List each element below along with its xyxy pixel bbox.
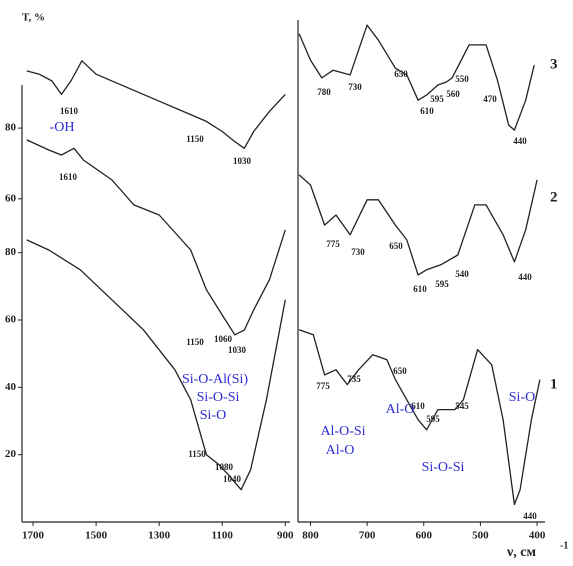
band-assignment: Al-O	[386, 402, 415, 417]
spectrum-line	[26, 139, 286, 336]
x-tick-label: 500	[472, 530, 489, 542]
y-tick-label: 60	[5, 192, 17, 204]
x-tick-label: 400	[529, 530, 546, 542]
peak-label: 595	[430, 94, 444, 104]
y-tick-label: 20	[5, 448, 17, 460]
peak-label: 540	[455, 269, 469, 279]
peak-label: 470	[483, 94, 497, 104]
x-axis-label: ν, см	[506, 545, 536, 560]
peak-label: 1080	[215, 462, 234, 472]
band-assignment: Si-O-Si	[197, 390, 240, 405]
y-tick-label: 40	[5, 381, 17, 393]
x-tick-label: 800	[302, 530, 319, 542]
peak-label: 550	[455, 74, 469, 84]
peak-label: 595	[435, 279, 449, 289]
peak-label: 1150	[188, 449, 206, 459]
peak-label: 595	[426, 414, 440, 424]
spectrum-line	[298, 24, 535, 131]
peak-label: 545	[455, 401, 469, 411]
peak-label: 775	[316, 381, 330, 391]
x-tick-label: 600	[416, 530, 433, 542]
peak-label: 1610	[59, 172, 78, 182]
peak-label: 650	[389, 241, 403, 251]
spectrum-line	[26, 60, 286, 149]
band-assignment: -OH	[50, 120, 75, 135]
x-tick-label: 1100	[212, 530, 234, 542]
series-label: 3	[550, 56, 558, 72]
x-tick-label: 700	[359, 530, 376, 542]
band-assignment: Si-O-Si	[422, 460, 465, 475]
y-tick-label: 80	[5, 246, 17, 258]
peak-label: 730	[348, 82, 362, 92]
band-assignment: Si-O	[509, 390, 535, 405]
spectrum-line	[298, 174, 538, 276]
peak-label: 610	[411, 401, 425, 411]
band-assignment: Si-O-Al(Si)	[182, 372, 248, 387]
band-assignment: Al-O-Si	[320, 424, 365, 439]
series-label: 2	[550, 189, 558, 205]
peak-label: 730	[351, 247, 365, 257]
peak-label: 1030	[233, 156, 252, 166]
peak-label: 440	[518, 272, 532, 282]
chart-title: T, %	[22, 12, 45, 24]
peak-label: 560	[446, 89, 460, 99]
spectrum-line	[298, 329, 541, 506]
series-label: 1	[550, 376, 558, 392]
peak-label: 440	[513, 136, 527, 146]
peak-label: 735	[347, 374, 361, 384]
spectrum-line	[26, 239, 286, 491]
y-tick-label: 60	[5, 314, 17, 326]
peak-label: 650	[393, 366, 407, 376]
peak-label: 1150	[186, 134, 204, 144]
x-tick-label: 1300	[148, 530, 171, 542]
peak-label: 1060	[214, 334, 233, 344]
peak-label: 775	[326, 239, 340, 249]
peak-label: 1150	[186, 337, 204, 347]
peak-label: 610	[413, 284, 427, 294]
x-tick-label: 900	[277, 530, 294, 542]
y-tick-label: 80	[5, 122, 17, 134]
peak-label: 1610	[60, 106, 79, 116]
band-assignment: Si-O	[200, 408, 226, 423]
x-tick-label: 1500	[85, 530, 108, 542]
peak-label: 1040	[223, 474, 242, 484]
peak-label: 650	[394, 69, 408, 79]
peak-label: 610	[420, 106, 434, 116]
x-tick-label: 1700	[22, 530, 45, 542]
band-assignment: Al-O	[326, 443, 355, 458]
peak-label: 780	[317, 87, 331, 97]
peak-label: 1030	[228, 345, 247, 355]
peak-label: 440	[523, 511, 537, 521]
x-axis-label-sup: -1	[560, 540, 568, 551]
